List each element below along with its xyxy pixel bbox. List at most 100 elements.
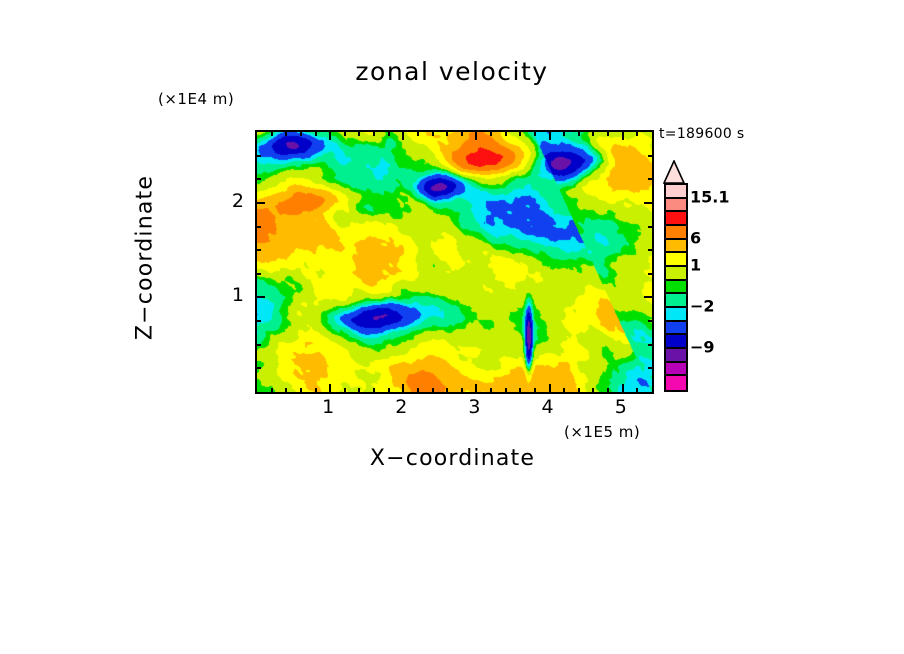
colorbar-band [666, 198, 686, 213]
y-axis-right-minor-tick [648, 343, 652, 346]
y-axis-tick-label: 1 [231, 284, 244, 307]
x-axis-top-minor-tick [577, 132, 580, 136]
x-axis-top-major-tick [475, 132, 478, 140]
x-axis-major-tick [402, 384, 405, 392]
x-axis-top-minor-tick [607, 132, 610, 136]
x-axis-top-minor-tick [446, 132, 449, 136]
colorbar-tick-label: 1 [690, 255, 702, 275]
x-axis-top-major-tick [329, 132, 332, 140]
x-axis-top-minor-tick [563, 132, 566, 136]
x-axis-top-minor-tick [314, 132, 317, 136]
y-axis-tick-label: 2 [231, 189, 244, 212]
x-axis-top-minor-tick [270, 132, 273, 136]
colorbar-tick-label: −2 [690, 296, 715, 316]
colorbar-band [666, 294, 686, 308]
colorbar-band [666, 239, 686, 254]
colorbar-band [666, 253, 686, 267]
x-axis-minor-tick [577, 388, 580, 392]
y-axis-minor-tick [257, 320, 261, 323]
y-axis-minor-tick [257, 367, 261, 370]
x-axis-minor-tick [285, 388, 288, 392]
x-axis-major-tick [548, 384, 551, 392]
x-axis-minor-tick [343, 388, 346, 392]
x-axis-minor-tick [270, 388, 273, 392]
x-axis-minor-tick [314, 388, 317, 392]
x-axis-top-minor-tick [490, 132, 493, 136]
x-axis-tick-label: 3 [468, 396, 481, 418]
x-axis-title: X−coordinate [369, 446, 536, 471]
colorbar-band [666, 376, 686, 390]
x-axis-minor-tick [636, 388, 639, 392]
x-axis-minor-tick [563, 388, 566, 392]
x-axis-top-major-tick [548, 132, 551, 140]
x-axis-tick-label: 5 [614, 396, 627, 418]
x-axis-top-minor-tick [460, 132, 463, 136]
x-axis-top-minor-tick [285, 132, 288, 136]
contour-plot-area [255, 130, 654, 394]
colorbar-band [666, 185, 686, 199]
colorbar-arrow-icon [662, 160, 686, 184]
y-axis-title: Z−coordinate [132, 174, 158, 341]
x-axis-minor-tick [387, 388, 390, 392]
x-axis-tick-label: 1 [322, 396, 335, 418]
x-axis-minor-tick [299, 388, 302, 392]
x-axis-top-minor-tick [504, 132, 507, 136]
x-axis-top-minor-tick [416, 132, 419, 136]
x-axis-minor-tick [416, 388, 419, 392]
y-axis-major-tick [257, 296, 265, 299]
x-axis-minor-tick [607, 388, 610, 392]
y-axis-right-major-tick [644, 201, 652, 204]
x-axis-top-minor-tick [592, 132, 595, 136]
x-axis-minor-tick [373, 388, 376, 392]
y-axis-unit-label: (×1E4 m) [158, 90, 235, 108]
y-axis-right-minor-tick [648, 272, 652, 275]
x-axis-minor-tick [504, 388, 507, 392]
y-axis-right-minor-tick [648, 320, 652, 323]
y-axis-right-minor-tick [648, 367, 652, 370]
x-axis-minor-tick [519, 388, 522, 392]
colorbar-band [666, 321, 686, 336]
colorbar-band [666, 307, 686, 322]
x-axis-minor-tick [460, 388, 463, 392]
x-axis-top-minor-tick [358, 132, 361, 136]
colorbar-band [666, 212, 686, 226]
x-axis-minor-tick [431, 388, 434, 392]
page-title: zonal velocity [355, 57, 549, 86]
x-axis-top-minor-tick [533, 132, 536, 136]
x-axis-minor-tick [446, 388, 449, 392]
colorbar-tick-label: 15.1 [690, 187, 730, 207]
y-axis-minor-tick [257, 249, 261, 252]
x-axis-major-tick [329, 384, 332, 392]
x-axis-top-minor-tick [636, 132, 639, 136]
y-axis-right-minor-tick [648, 249, 652, 252]
colorbar-band [666, 266, 686, 281]
y-axis-right-major-tick [644, 296, 652, 299]
x-axis-top-minor-tick [431, 132, 434, 136]
x-axis-top-major-tick [402, 132, 405, 140]
x-axis-unit-label: (×1E5 m) [564, 423, 641, 441]
x-axis-top-minor-tick [387, 132, 390, 136]
x-axis-minor-tick [533, 388, 536, 392]
x-axis-minor-tick [592, 388, 595, 392]
contour-field-canvas [257, 132, 652, 392]
colorbar-tick-label: −9 [690, 337, 715, 357]
y-axis-minor-tick [257, 178, 261, 181]
colorbar-band [666, 225, 686, 240]
colorbar-tick-label: 6 [690, 228, 702, 248]
time-annotation: t=189600 s [659, 126, 745, 142]
x-axis-major-tick [475, 384, 478, 392]
x-axis-top-major-tick [621, 132, 624, 140]
y-axis-right-minor-tick [648, 178, 652, 181]
colorbar-band [666, 280, 686, 295]
y-axis-minor-tick [257, 272, 261, 275]
x-axis-minor-tick [490, 388, 493, 392]
colorbar-band [666, 348, 686, 363]
x-axis-top-minor-tick [519, 132, 522, 136]
x-axis-tick-label: 4 [541, 396, 554, 418]
x-axis-top-minor-tick [299, 132, 302, 136]
y-axis-minor-tick [257, 154, 261, 157]
x-axis-top-minor-tick [343, 132, 346, 136]
y-axis-minor-tick [257, 343, 261, 346]
x-axis-minor-tick [358, 388, 361, 392]
y-axis-right-minor-tick [648, 225, 652, 228]
